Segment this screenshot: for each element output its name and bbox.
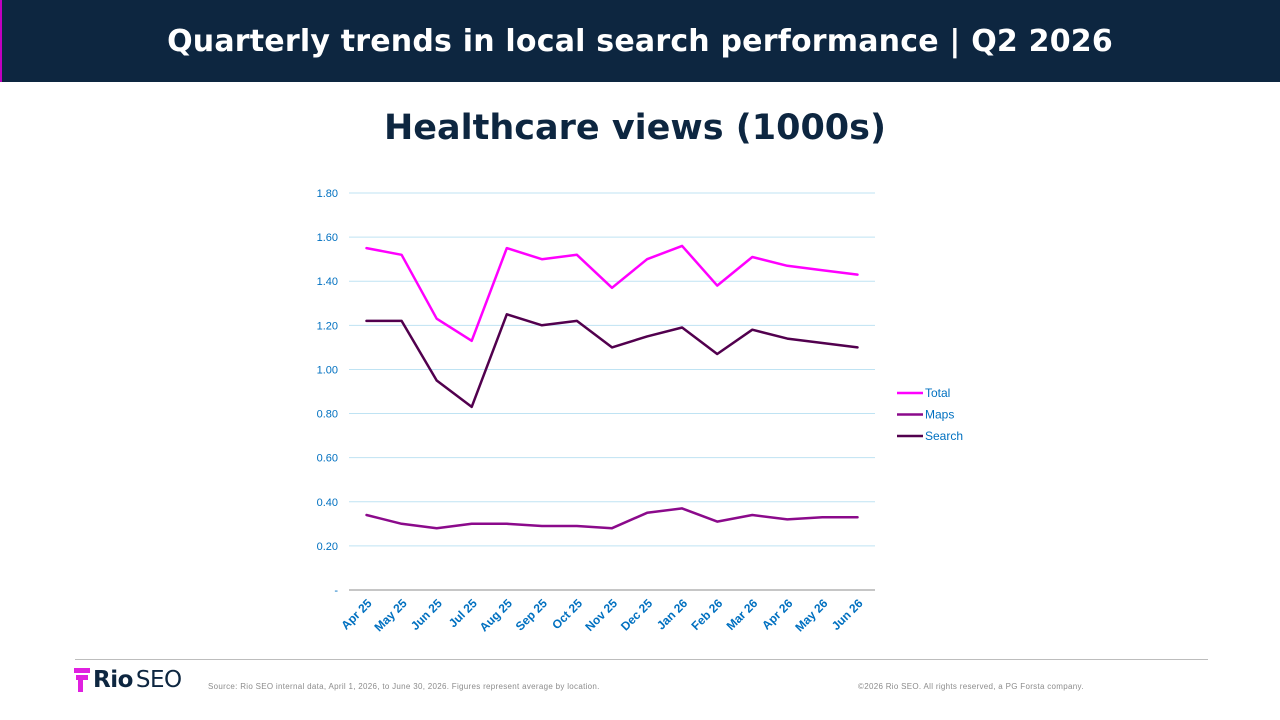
copyright-note: ©2026 Rio SEO. All rights reserved, a PG… (858, 682, 1084, 691)
x-tick-label: Jul 25 (446, 596, 480, 630)
y-tick-label: 1.60 (317, 232, 338, 244)
x-tick-label: Jan 26 (654, 596, 691, 633)
chart-title: Healthcare views (1000s) (384, 108, 886, 148)
rio-seo-logo-icon (74, 668, 90, 692)
y-tick-label: 1.40 (317, 276, 338, 288)
x-tick-label: Mar 26 (724, 596, 761, 633)
rio-seo-logo: Rio SEO (74, 667, 182, 693)
series-line-total (365, 244, 859, 343)
x-tick-label: Feb 26 (689, 596, 726, 633)
legend-label: Total (925, 386, 950, 400)
y-tick-label: 0.20 (317, 541, 338, 553)
x-tick-label: Oct 25 (549, 596, 585, 632)
header-title: Quarterly trends in local search perform… (167, 23, 1113, 59)
source-note: Source: Rio SEO internal data, April 1, … (208, 682, 600, 691)
x-tick-label: Jun 25 (408, 596, 445, 633)
y-tick-label: 1.20 (317, 320, 338, 332)
logo-text-bold: Rio (93, 667, 133, 693)
x-tick-label: May 25 (372, 596, 410, 634)
x-tick-label: Aug 25 (477, 596, 515, 634)
x-tick-label: Dec 25 (618, 596, 655, 633)
x-tick-label: Sep 25 (513, 596, 550, 633)
x-tick-label: May 26 (792, 596, 830, 634)
legend-label: Search (925, 429, 963, 443)
legend-label: Maps (925, 408, 954, 422)
footer-divider (75, 659, 1208, 660)
x-tick-label: Nov 25 (582, 596, 620, 634)
header-bar: Quarterly trends in local search perform… (0, 0, 1280, 82)
y-tick-label: - (334, 585, 338, 597)
y-tick-label: 0.60 (317, 453, 338, 465)
series-line-search (365, 313, 859, 409)
x-tick-label: Apr 26 (759, 596, 796, 633)
y-tick-label: 1.80 (317, 188, 338, 200)
series-line-maps (365, 507, 859, 530)
line-chart: - 0.20 0.40 0.60 0.80 1.00 1.20 1.40 1.60 1.80 Apr… (317, 188, 963, 634)
x-tick-label: Jun 26 (829, 596, 866, 633)
y-tick-label: 0.40 (317, 497, 338, 509)
y-tick-label: 0.80 (317, 409, 338, 421)
logo-text-light: SEO (135, 667, 182, 693)
header-accent-stripe (0, 0, 2, 82)
x-tick-label: Apr 25 (338, 596, 375, 633)
y-tick-label: 1.00 (317, 364, 338, 376)
